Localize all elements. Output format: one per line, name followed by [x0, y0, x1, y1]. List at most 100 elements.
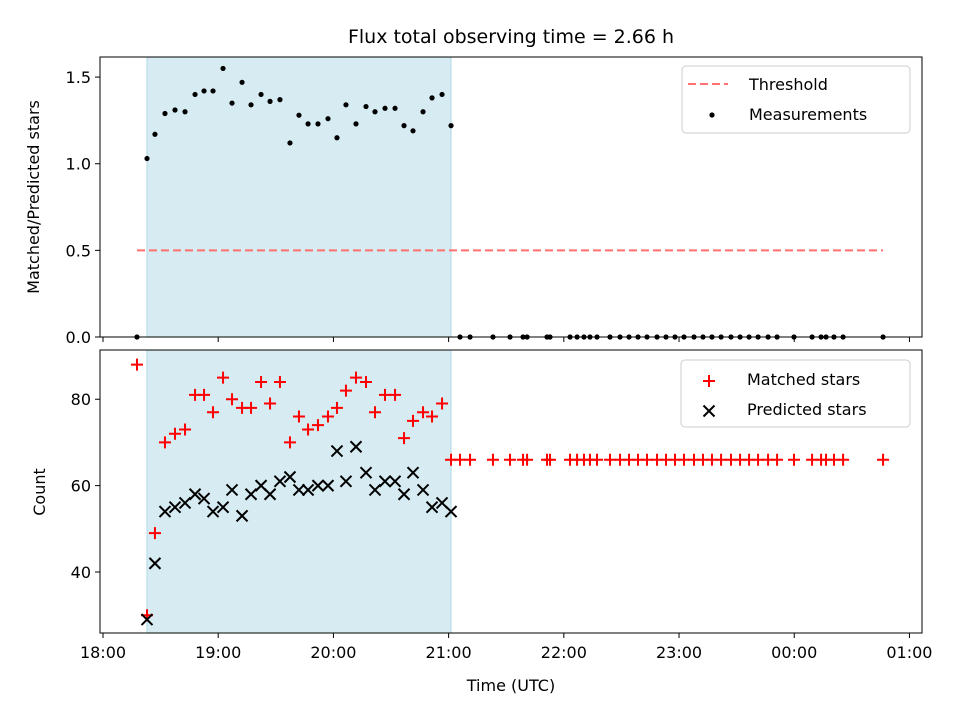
predicted-star-point — [406, 466, 420, 479]
count-panel: 18:00 19:00 20:00 21:00 22:00 23:00 00:00 01:00… — [71, 349, 932, 662]
measurement-point — [439, 91, 445, 98]
predicted-star-point — [178, 496, 192, 510]
measurement-point — [448, 123, 454, 129]
y-tick-label: 1.5 — [66, 68, 91, 87]
matched-star-point — [591, 453, 604, 466]
matched-star-point — [436, 397, 449, 410]
predicted-star-point — [225, 483, 239, 497]
y-tick-label: 60 — [71, 477, 91, 496]
x-axis-label: Time (UTC) — [466, 676, 555, 695]
x-tick-label: 20:00 — [310, 643, 356, 662]
predicted-star-point — [321, 479, 335, 492]
matched-star-point — [226, 393, 239, 406]
x-tick-label: 21:00 — [426, 643, 472, 662]
y-tick-label: 40 — [71, 563, 91, 582]
predicted-star-point — [148, 557, 162, 570]
matched-star-point — [752, 453, 765, 466]
predicted-star-point — [444, 505, 458, 518]
legend-measurements-swatch — [709, 112, 715, 118]
predicted-star-point — [168, 501, 182, 514]
matched-star-point — [292, 410, 305, 423]
y-tick-label: 0.5 — [66, 241, 91, 260]
measurement-point — [229, 100, 235, 106]
predicted-star-point — [425, 501, 439, 514]
measurement-point — [420, 109, 426, 115]
measurement-point — [392, 105, 398, 111]
matched-star-point — [198, 388, 211, 401]
predicted-star-point — [216, 501, 230, 514]
matched-star-point — [264, 397, 277, 410]
predicted-star-point — [235, 509, 249, 523]
matched-star-point — [604, 453, 617, 466]
measurement-point — [372, 109, 378, 115]
predicted-star-point — [140, 613, 154, 626]
ratio-panel: 0.0 0.5 1.0 1.5 Threshold Measurements — [66, 56, 923, 347]
measurement-point — [152, 131, 158, 137]
matched-star-point — [179, 423, 192, 436]
measurement-point — [182, 109, 188, 115]
measurement-point — [210, 88, 216, 94]
measurement-point — [305, 121, 311, 127]
legend-label-predicted: Predicted stars — [747, 400, 867, 419]
observing-window-shade — [146, 56, 452, 338]
predicted-star-point — [311, 479, 325, 492]
predicted-star-point — [359, 466, 373, 479]
matched-star-point — [417, 406, 430, 419]
legend: Threshold Measurements — [681, 65, 911, 134]
predicted-star-point — [197, 492, 211, 505]
measurement-point — [429, 95, 435, 101]
predicted-star-point — [283, 470, 297, 484]
predicted-star-point — [349, 440, 363, 453]
x-tick-label: 18:00 — [80, 643, 126, 662]
legend-predicted-swatch — [702, 404, 716, 418]
legend-box — [681, 65, 911, 134]
predicted-star-point — [244, 488, 258, 501]
matched-star-point — [169, 427, 181, 440]
matched-star-point — [360, 375, 373, 388]
legend-label-matched: Matched stars — [747, 370, 860, 389]
predicted-star-point — [388, 475, 402, 488]
x-tick-label: 23:00 — [656, 643, 702, 662]
matched-star-point — [207, 406, 220, 419]
x-tick-label: 19:00 — [195, 643, 241, 662]
matched-star-point — [217, 371, 230, 384]
predicted-star-point — [416, 483, 430, 497]
predicted-star-point — [206, 505, 220, 518]
legend: Matched stars Predicted stars — [680, 359, 911, 428]
matched-star-point — [677, 453, 690, 466]
matched-star-point — [273, 375, 286, 388]
x-tick-label: 00:00 — [771, 643, 817, 662]
legend-label-measurements: Measurements — [749, 105, 867, 124]
measurement-point — [382, 105, 388, 111]
predicted-star-point — [339, 475, 353, 488]
predicted-star-point — [397, 488, 411, 501]
predicted-star-point — [273, 475, 287, 488]
y-axis-label-ratio: Matched/Predicted stars — [24, 100, 43, 294]
y-axis-label-count: Count — [30, 468, 49, 516]
chart-title: Flux total observing time = 2.66 h — [348, 26, 674, 48]
y-tick-label: 1.0 — [66, 155, 91, 174]
measurement-point — [343, 102, 349, 108]
predicted-star-point — [188, 488, 202, 501]
matched-star-point — [521, 453, 534, 466]
measurement-point — [258, 91, 264, 98]
matched-star-point — [543, 453, 556, 466]
measurement-point — [315, 121, 321, 127]
predicted-star-point — [158, 505, 172, 518]
predicted-star-point — [368, 483, 382, 497]
predicted-star-point — [301, 483, 315, 497]
x-tick-label: 01:00 — [886, 643, 932, 662]
measurement-point — [287, 140, 293, 146]
matched-star-point — [788, 453, 801, 466]
matched-star-point — [398, 432, 411, 445]
matched-star-point — [283, 436, 296, 449]
measurement-point — [363, 103, 369, 110]
measurement-point — [325, 116, 331, 122]
matched-star-point — [877, 453, 890, 466]
measurement-point — [248, 102, 254, 108]
matched-star-point — [837, 453, 850, 466]
matched-star-point — [454, 453, 467, 466]
matched-star-point — [330, 401, 343, 414]
predicted-star-point — [292, 483, 306, 497]
